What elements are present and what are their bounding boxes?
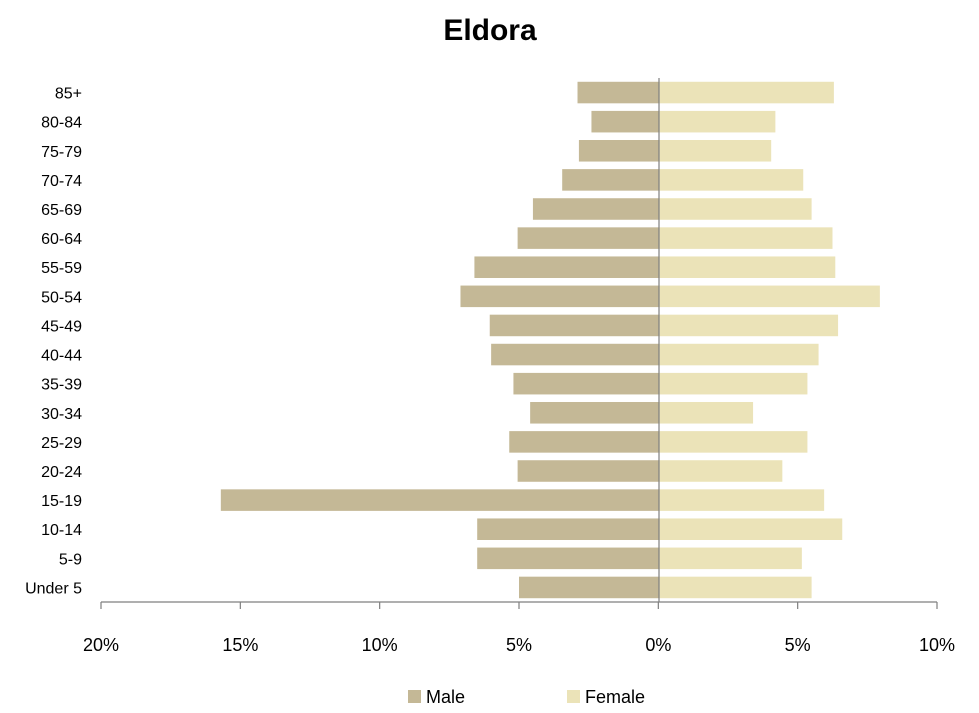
bar-male-75-79 — [578, 140, 659, 162]
category-label: 5-9 — [59, 551, 82, 568]
bar-male-45-49 — [489, 314, 659, 337]
bar-male-35-39 — [513, 372, 659, 395]
chart-title: Eldora — [443, 14, 537, 47]
bar-male-30-34 — [530, 402, 659, 424]
bar-male-40-44 — [491, 343, 659, 366]
bar-female-45-49 — [659, 314, 839, 337]
bar-female-20-24 — [659, 460, 783, 482]
legend-label-male: Male — [426, 687, 465, 707]
category-label: Under 5 — [25, 580, 82, 597]
bar-male-under-5 — [519, 576, 659, 599]
bar-female-80-84 — [659, 110, 776, 133]
bar-male-55-59 — [474, 256, 659, 278]
x-tick-label: 15% — [222, 635, 258, 655]
x-tick-label: 10% — [919, 635, 955, 655]
category-label: 30-34 — [41, 406, 82, 423]
category-label: 10-14 — [41, 522, 82, 539]
category-label: 70-74 — [41, 173, 82, 190]
category-label: 45-49 — [41, 318, 82, 335]
bar-female-85- — [659, 81, 834, 104]
category-label: 60-64 — [41, 231, 82, 248]
category-label: 35-39 — [41, 377, 82, 394]
bar-male-5-9 — [477, 547, 659, 570]
bar-female-35-39 — [659, 372, 808, 395]
category-label: 20-24 — [41, 464, 82, 481]
bar-female-25-29 — [659, 431, 808, 453]
legend-label-female: Female — [585, 687, 645, 707]
category-label: 15-19 — [41, 493, 82, 510]
x-tick-label: 5% — [785, 635, 811, 655]
category-label: 75-79 — [41, 144, 82, 161]
bar-female-15-19 — [659, 489, 825, 511]
bar-male-60-64 — [517, 227, 659, 249]
category-label: 65-69 — [41, 202, 82, 219]
bars-group — [220, 81, 880, 599]
bar-male-70-74 — [562, 169, 659, 191]
bar-male-25-29 — [509, 431, 659, 453]
bar-female-65-69 — [659, 198, 812, 220]
bar-female-60-64 — [659, 227, 833, 249]
bar-female-55-59 — [659, 256, 836, 278]
x-tick-label: 0% — [645, 635, 671, 655]
category-label: 40-44 — [41, 348, 82, 365]
category-label: 50-54 — [41, 289, 82, 306]
bar-female-70-74 — [659, 169, 804, 191]
bar-female-5-9 — [659, 547, 802, 570]
bar-male-10-14 — [477, 518, 659, 540]
bar-male-50-54 — [460, 285, 659, 308]
bar-male-85- — [577, 81, 659, 104]
x-tick-label: 5% — [506, 635, 532, 655]
bar-male-80-84 — [591, 110, 659, 133]
category-label: 55-59 — [41, 260, 82, 277]
x-tick-label: 10% — [362, 635, 398, 655]
legend-swatch-male — [408, 690, 421, 703]
bar-female-75-79 — [659, 140, 772, 162]
category-label: 25-29 — [41, 435, 82, 452]
bar-male-15-19 — [220, 489, 659, 511]
bar-female-50-54 — [659, 285, 880, 308]
x-tick-label: 20% — [83, 635, 119, 655]
bar-female-30-34 — [659, 402, 754, 424]
bar-male-65-69 — [532, 198, 659, 220]
bar-female-40-44 — [659, 343, 819, 366]
legend: Male Female — [408, 687, 645, 707]
category-labels: 85+ 80-84 75-79 70-74 65-69 60-64 55-59 50-54 45… — [25, 86, 82, 598]
bar-female-10-14 — [659, 518, 843, 540]
bar-female-under-5 — [659, 576, 812, 599]
category-label: 80-84 — [41, 115, 82, 132]
category-label: 85+ — [55, 86, 82, 103]
legend-swatch-female — [567, 690, 580, 703]
axes-group: 20% 15% 10% 5% 0% 5% 10% — [83, 78, 955, 655]
bar-male-20-24 — [517, 460, 659, 482]
